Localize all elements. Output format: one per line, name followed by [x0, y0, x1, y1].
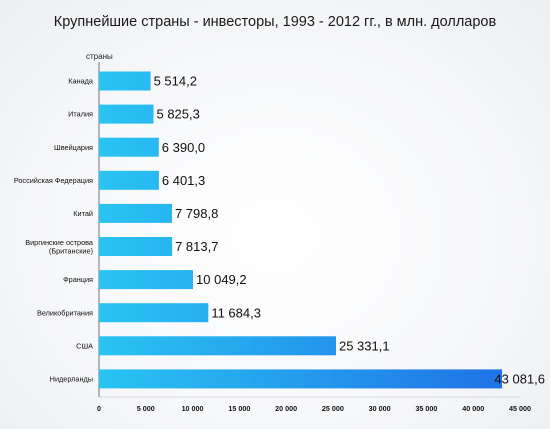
value-label: 6 401,3	[162, 173, 205, 188]
value-label: 25 331,1	[339, 338, 390, 353]
x-tick-label: 35 000	[415, 404, 437, 413]
category-label: Великобритания	[37, 308, 93, 317]
value-label: 7 813,7	[175, 239, 218, 254]
category-label: Китай	[73, 209, 93, 218]
y-axis-label: страны	[86, 52, 113, 61]
value-label: 10 049,2	[196, 272, 247, 287]
bar	[99, 270, 194, 290]
bar	[99, 137, 159, 157]
bar	[99, 170, 159, 190]
x-tick-label: 25 000	[322, 404, 344, 413]
bar	[99, 303, 209, 323]
bar	[99, 71, 151, 91]
value-label: 43 081,6	[494, 372, 545, 387]
value-label: 5 514,2	[154, 74, 197, 89]
bar	[99, 237, 173, 256]
x-tick-label: 40 000	[462, 404, 484, 413]
value-label: 7 798,8	[175, 206, 218, 221]
x-tick-label: 0	[97, 404, 101, 413]
category-label: Канада	[68, 77, 94, 86]
category-label: Италия	[68, 110, 93, 119]
category-label: Нидерланды	[50, 375, 93, 384]
x-tick-label: 45 000	[509, 404, 531, 413]
value-label: 11 684,3	[211, 305, 261, 320]
x-tick-label: 20 000	[275, 404, 297, 413]
bar	[99, 104, 154, 124]
bar	[99, 203, 172, 223]
value-label: 6 390,0	[162, 140, 205, 155]
bar	[99, 369, 503, 389]
bar	[99, 336, 336, 356]
value-label: 5 825,3	[156, 107, 199, 122]
x-tick-label: 30 000	[369, 404, 391, 413]
x-tick-label: 5 000	[137, 404, 155, 413]
category-label: Виргинские острова (Британские)	[25, 238, 94, 256]
category-label: Российская Федерация	[14, 176, 93, 185]
x-tick-label: 15 000	[228, 404, 250, 413]
chart-title: Крупнейшие страны - инвесторы, 1993 - 20…	[53, 14, 497, 30]
x-tick-label: 10 000	[182, 404, 204, 413]
category-label: Швейцария	[54, 143, 93, 152]
category-label: Франция	[63, 275, 93, 284]
category-label: США	[76, 341, 93, 350]
labels: Канада 5 514,2 Италия 5 825,3 Швейцария 6 390…	[14, 74, 545, 387]
bars	[99, 71, 503, 389]
